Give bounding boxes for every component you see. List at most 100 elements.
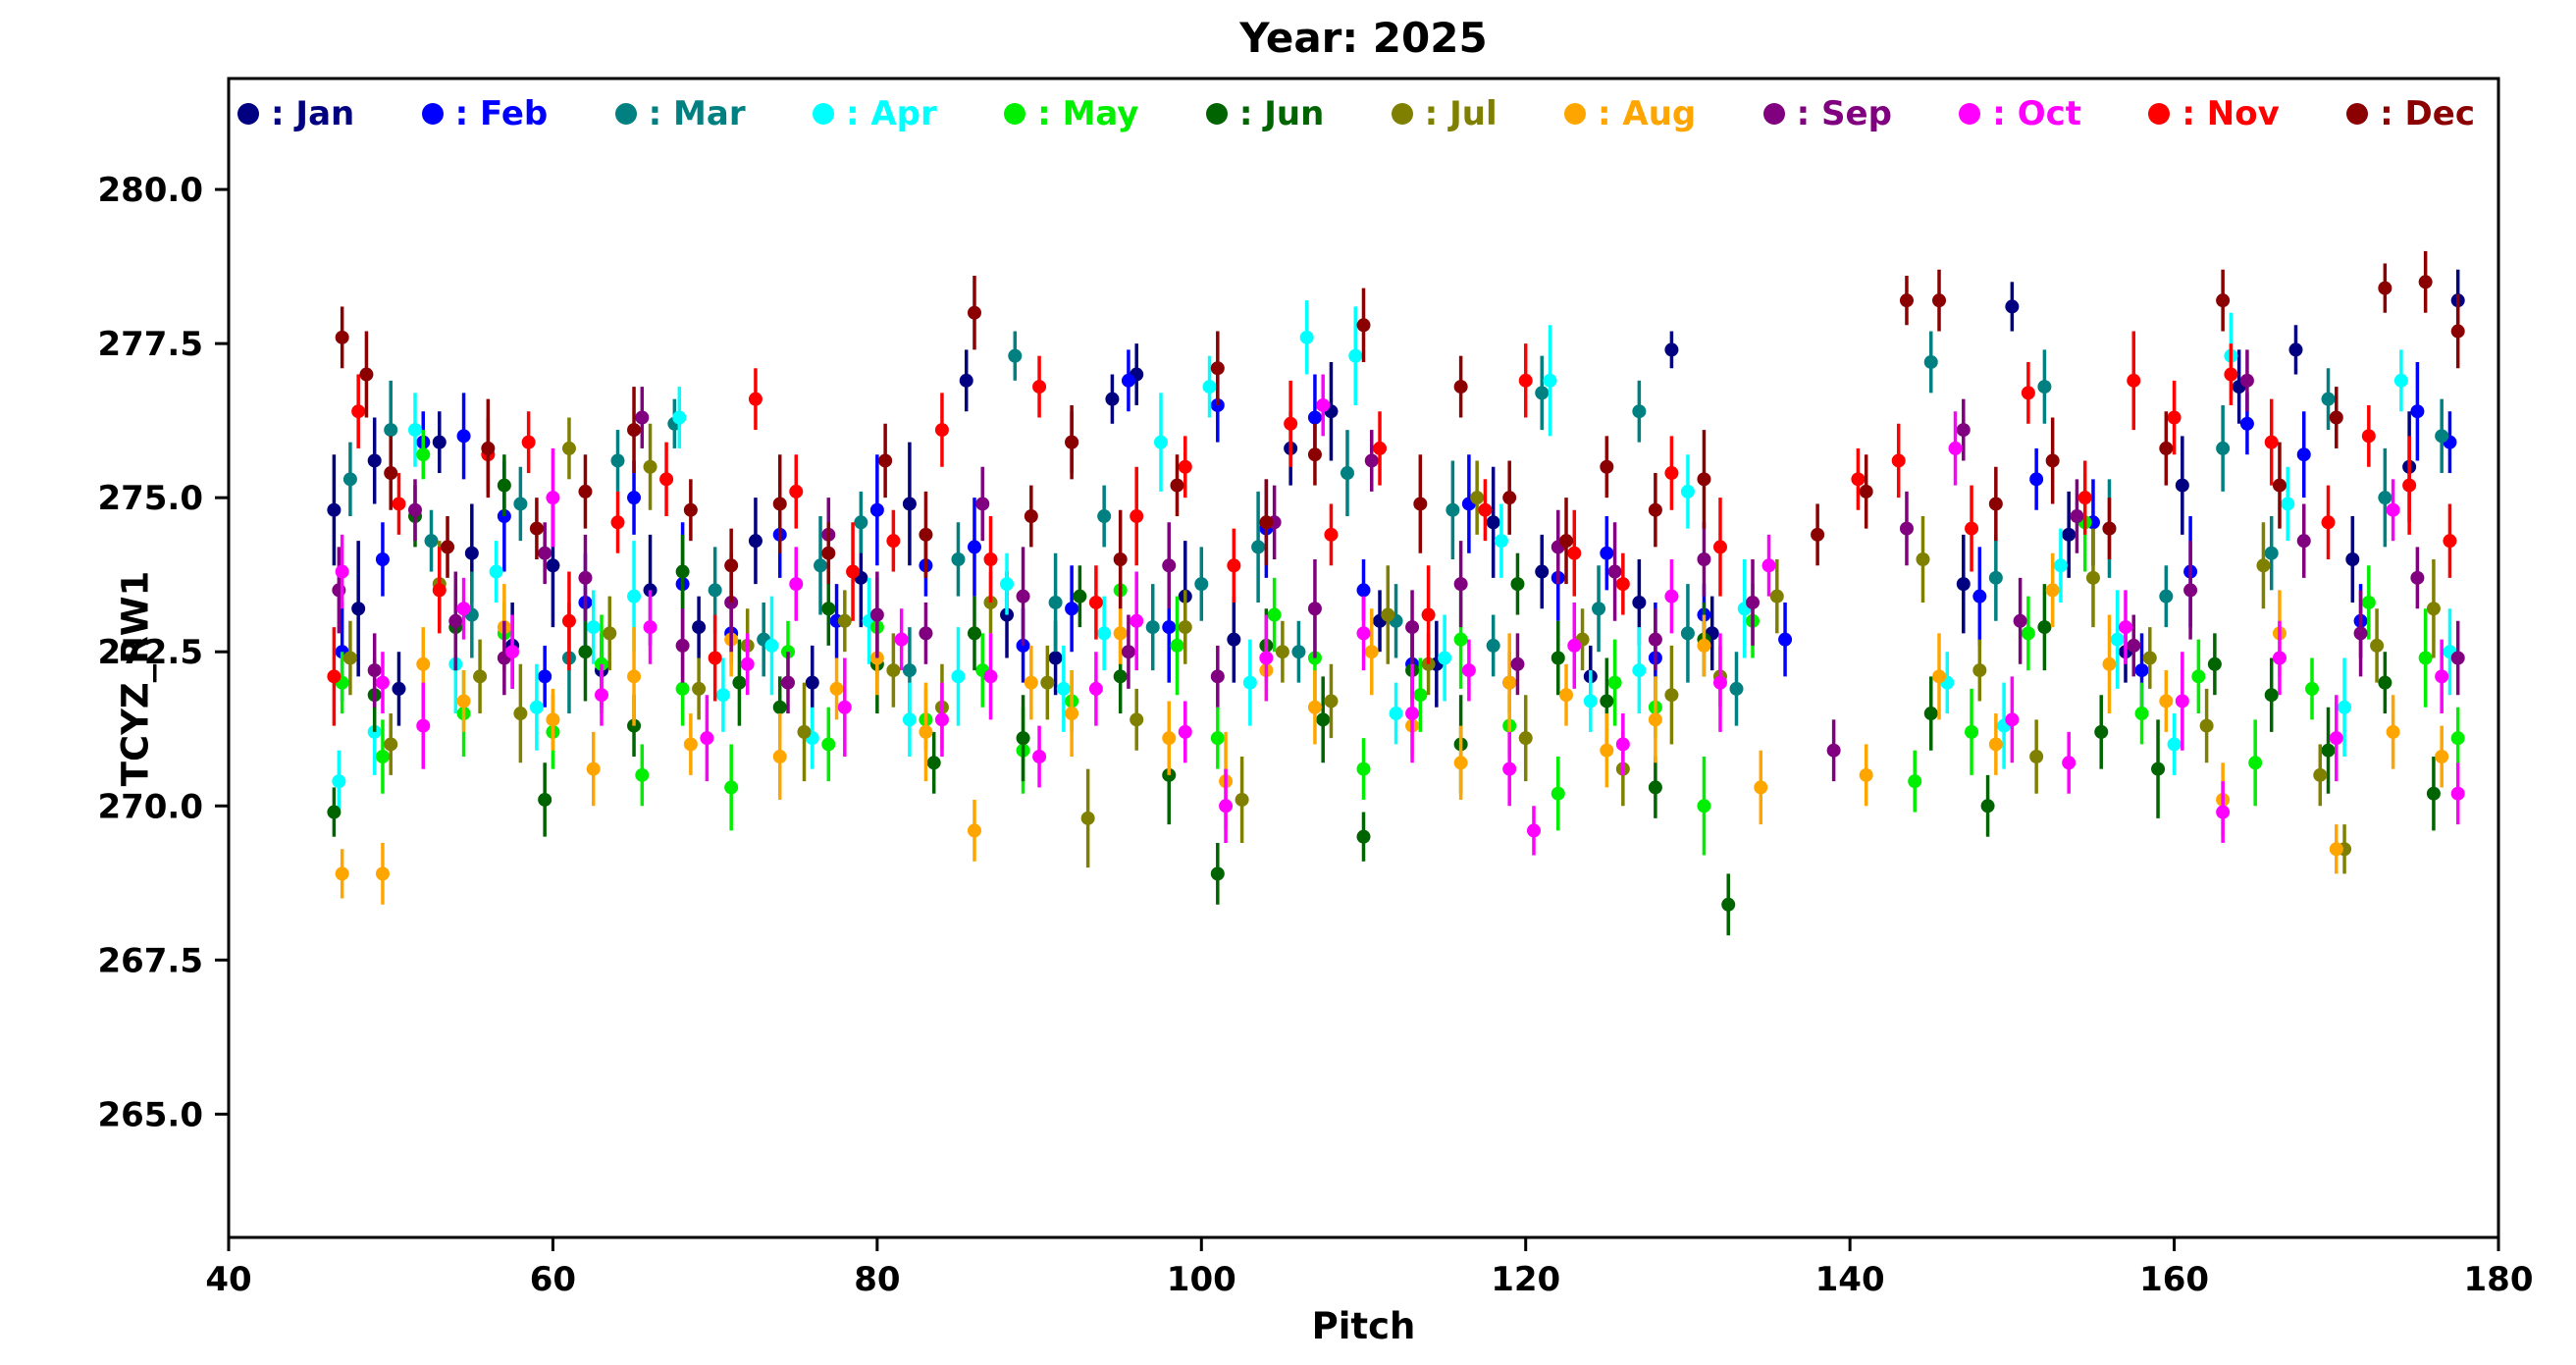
data-point-aug bbox=[335, 866, 349, 881]
data-point-apr bbox=[2281, 497, 2295, 511]
x-tick-label: 100 bbox=[1167, 1260, 1236, 1299]
data-point-nov bbox=[1891, 453, 1906, 468]
data-point-aug bbox=[967, 823, 981, 838]
legend-marker-jun-icon bbox=[1205, 103, 1228, 125]
legend-item-may: : May bbox=[1004, 94, 1138, 133]
data-point-jun bbox=[1016, 731, 1030, 746]
data-point-nov bbox=[1518, 373, 1533, 388]
data-point-mar bbox=[513, 497, 528, 511]
legend-item-mar: : Mar bbox=[614, 94, 746, 133]
data-point-aug bbox=[627, 669, 642, 684]
data-point-oct bbox=[2329, 731, 2343, 746]
data-point-aug bbox=[1364, 645, 1379, 659]
data-point-aug bbox=[2435, 750, 2449, 764]
data-point-may bbox=[1607, 675, 1622, 690]
data-point-jul bbox=[692, 681, 707, 696]
data-point-dec bbox=[1024, 509, 1038, 524]
data-point-apr bbox=[1097, 626, 1112, 641]
data-point-aug bbox=[1307, 700, 1322, 714]
data-point-jul bbox=[1040, 675, 1055, 690]
data-point-sep bbox=[780, 675, 795, 690]
data-point-mar bbox=[1008, 348, 1023, 363]
data-point-dec bbox=[2450, 324, 2465, 339]
data-point-sep bbox=[1210, 669, 1225, 684]
data-point-nov bbox=[1851, 472, 1866, 487]
data-point-aug bbox=[1648, 712, 1662, 727]
data-point-oct bbox=[1259, 651, 1274, 665]
data-point-jul bbox=[1664, 688, 1679, 703]
data-point-feb bbox=[375, 551, 390, 566]
data-point-apr bbox=[1583, 694, 1598, 709]
data-point-mar bbox=[1097, 509, 1112, 524]
data-point-dec bbox=[1899, 293, 1914, 308]
data-point-sep bbox=[1510, 656, 1525, 671]
data-point-apr bbox=[407, 423, 422, 438]
data-point-nov bbox=[2361, 429, 2376, 444]
data-point-oct bbox=[2062, 756, 2077, 770]
data-point-jun bbox=[2037, 620, 2052, 635]
data-point-oct bbox=[1178, 724, 1192, 739]
data-point-oct bbox=[416, 718, 431, 733]
data-point-apr bbox=[2053, 558, 2068, 573]
data-point-nov bbox=[351, 404, 366, 419]
data-point-nov bbox=[1284, 416, 1298, 431]
data-point-aug bbox=[375, 866, 390, 881]
data-point-aug bbox=[683, 737, 698, 752]
data-point-nov bbox=[1712, 540, 1727, 554]
data-point-mar bbox=[2159, 589, 2174, 604]
data-point-jun bbox=[821, 602, 836, 616]
data-point-mar bbox=[902, 663, 917, 678]
legend-item-apr: : Apr bbox=[812, 94, 937, 133]
data-point-mar bbox=[2264, 546, 2279, 560]
data-point-jul bbox=[837, 613, 852, 628]
data-point-sep bbox=[367, 663, 382, 678]
legend-marker-mar-icon bbox=[614, 103, 637, 125]
data-point-may bbox=[2248, 756, 2263, 770]
data-point-dec bbox=[2102, 521, 2117, 536]
data-point-jun bbox=[1600, 694, 1614, 709]
data-point-sep bbox=[538, 546, 552, 560]
data-point-dec bbox=[2378, 281, 2392, 295]
data-point-nov bbox=[392, 497, 406, 511]
data-point-oct bbox=[2272, 651, 2287, 665]
legend-marker-apr-icon bbox=[812, 103, 834, 125]
data-point-jun bbox=[675, 564, 690, 579]
x-tick-label: 140 bbox=[1815, 1260, 1885, 1299]
data-point-aug bbox=[1559, 688, 1574, 703]
data-point-jun bbox=[1356, 829, 1371, 844]
data-point-aug bbox=[1697, 638, 1711, 653]
data-point-mar bbox=[2378, 491, 2392, 505]
data-point-may bbox=[2450, 731, 2465, 746]
data-point-oct bbox=[1130, 613, 1144, 628]
data-point-jun bbox=[2321, 743, 2336, 758]
y-tick-label: 280.0 bbox=[97, 171, 203, 210]
data-point-jan bbox=[2175, 478, 2189, 493]
data-point-nov bbox=[1227, 558, 1241, 573]
data-point-sep bbox=[869, 607, 884, 622]
data-point-apr bbox=[715, 688, 730, 703]
data-point-oct bbox=[1405, 707, 1420, 721]
data-point-dec bbox=[2045, 453, 2060, 468]
legend-label-jun: : Jun bbox=[1238, 94, 1325, 133]
data-point-jun bbox=[2151, 761, 2166, 776]
data-point-aug bbox=[2102, 656, 2117, 671]
legend-item-jul: : Jul bbox=[1391, 94, 1498, 133]
data-point-jun bbox=[1721, 897, 1736, 912]
data-point-sep bbox=[1697, 551, 1711, 566]
data-point-sep bbox=[407, 502, 422, 517]
data-point-jul bbox=[1235, 792, 1249, 807]
data-point-feb bbox=[456, 429, 471, 444]
data-point-dec bbox=[627, 423, 642, 438]
data-point-jun bbox=[327, 805, 342, 819]
data-point-may bbox=[724, 780, 739, 795]
legend-item-sep: : Sep bbox=[1762, 94, 1892, 133]
data-point-dec bbox=[1113, 551, 1128, 566]
data-point-apr bbox=[1680, 484, 1695, 499]
data-point-apr bbox=[1202, 380, 1217, 394]
data-point-aug bbox=[2329, 842, 2343, 857]
data-point-jul bbox=[1080, 811, 1095, 825]
data-point-mar bbox=[814, 558, 828, 573]
data-point-sep bbox=[2450, 651, 2465, 665]
data-point-aug bbox=[1024, 675, 1038, 690]
data-point-nov bbox=[2021, 386, 2035, 400]
